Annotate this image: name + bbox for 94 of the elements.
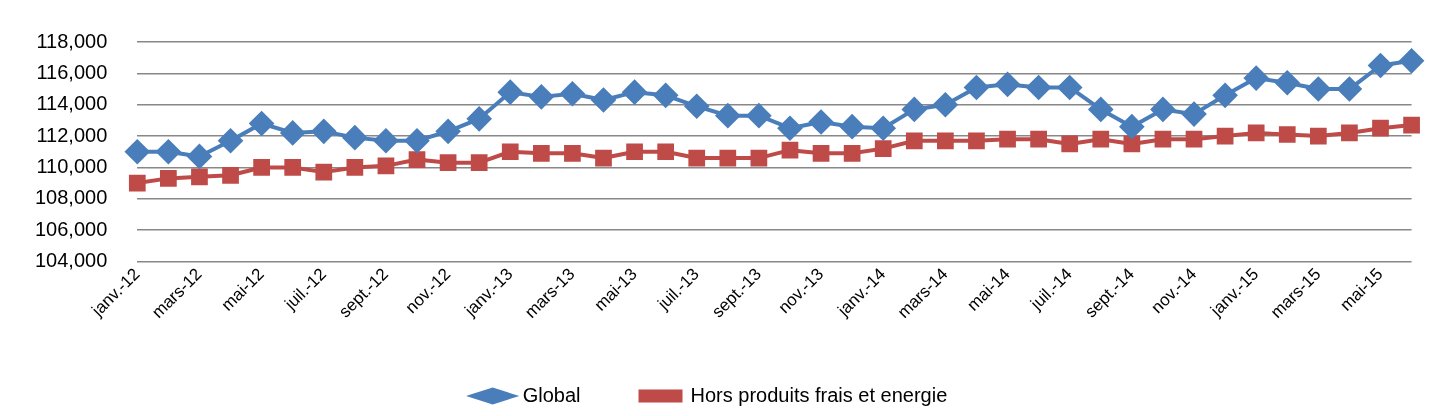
y-tick-label: 114,000 bbox=[36, 92, 108, 115]
y-tick-label: 106,000 bbox=[35, 217, 108, 240]
legend-label: Hors produits frais et energie bbox=[690, 383, 948, 406]
point bbox=[715, 103, 740, 128]
point bbox=[187, 144, 212, 169]
point bbox=[1061, 135, 1079, 153]
point bbox=[1150, 97, 1175, 122]
point bbox=[377, 157, 395, 175]
legend-label: Global bbox=[522, 383, 581, 406]
point bbox=[564, 144, 581, 162]
point bbox=[1185, 130, 1203, 148]
point bbox=[1247, 124, 1265, 142]
point bbox=[777, 116, 802, 141]
point bbox=[249, 111, 274, 136]
point bbox=[964, 75, 989, 100]
point bbox=[439, 154, 457, 172]
point bbox=[1275, 70, 1300, 95]
point bbox=[995, 72, 1020, 97]
point bbox=[933, 92, 958, 117]
point bbox=[1309, 127, 1327, 145]
point bbox=[191, 168, 208, 186]
point bbox=[653, 83, 678, 108]
y-tick-label: 116,000 bbox=[36, 60, 108, 83]
point bbox=[750, 149, 768, 167]
point bbox=[436, 119, 461, 144]
point bbox=[467, 106, 492, 131]
point bbox=[342, 125, 367, 150]
point bbox=[1337, 77, 1362, 102]
point bbox=[905, 132, 923, 150]
y-tick-label: 104,000 bbox=[35, 249, 108, 271]
point bbox=[470, 154, 488, 172]
point bbox=[498, 80, 523, 105]
point bbox=[626, 143, 643, 161]
point bbox=[253, 159, 270, 176]
point bbox=[937, 132, 954, 150]
point bbox=[315, 163, 333, 181]
point bbox=[160, 170, 177, 187]
point bbox=[968, 132, 985, 150]
y-tick-label: 110,000 bbox=[36, 154, 108, 177]
point bbox=[595, 149, 612, 167]
point bbox=[746, 103, 771, 128]
point bbox=[1399, 48, 1424, 73]
point bbox=[156, 139, 181, 164]
point bbox=[902, 97, 927, 122]
point bbox=[1026, 75, 1051, 100]
point bbox=[405, 128, 430, 153]
point bbox=[373, 128, 398, 153]
point bbox=[1244, 66, 1269, 91]
point bbox=[843, 144, 861, 162]
point bbox=[1057, 75, 1082, 100]
point bbox=[874, 140, 892, 157]
point bbox=[1154, 130, 1172, 148]
point bbox=[501, 143, 519, 161]
point bbox=[1368, 53, 1393, 78]
point bbox=[408, 151, 426, 168]
point bbox=[1119, 114, 1144, 139]
point bbox=[809, 109, 834, 134]
point bbox=[591, 88, 616, 113]
point bbox=[1341, 124, 1358, 142]
point bbox=[1030, 130, 1047, 148]
point bbox=[128, 174, 146, 192]
point bbox=[657, 143, 675, 161]
point bbox=[871, 116, 896, 141]
point bbox=[1278, 126, 1296, 143]
point bbox=[999, 130, 1016, 148]
point bbox=[812, 144, 830, 162]
point bbox=[1306, 77, 1331, 102]
point bbox=[532, 144, 550, 162]
point bbox=[222, 166, 239, 184]
point bbox=[781, 141, 799, 159]
point bbox=[1372, 119, 1389, 137]
point bbox=[840, 114, 865, 139]
point bbox=[1123, 135, 1141, 153]
point bbox=[1092, 130, 1110, 148]
point bbox=[1088, 97, 1113, 122]
point bbox=[622, 80, 647, 105]
point bbox=[311, 119, 336, 144]
point bbox=[719, 149, 737, 167]
point bbox=[529, 84, 554, 109]
point bbox=[1182, 102, 1207, 127]
point bbox=[284, 159, 302, 176]
point bbox=[218, 128, 243, 153]
point bbox=[560, 81, 585, 106]
point bbox=[125, 139, 150, 164]
point bbox=[1213, 83, 1238, 108]
point bbox=[280, 120, 305, 145]
point bbox=[346, 159, 364, 176]
y-tick-label: 108,000 bbox=[35, 186, 108, 209]
point bbox=[1403, 116, 1420, 134]
point bbox=[684, 94, 709, 119]
y-tick-label: 112,000 bbox=[36, 123, 108, 146]
point bbox=[688, 149, 706, 167]
y-tick-label: 118,000 bbox=[36, 29, 108, 52]
point bbox=[1216, 127, 1234, 145]
